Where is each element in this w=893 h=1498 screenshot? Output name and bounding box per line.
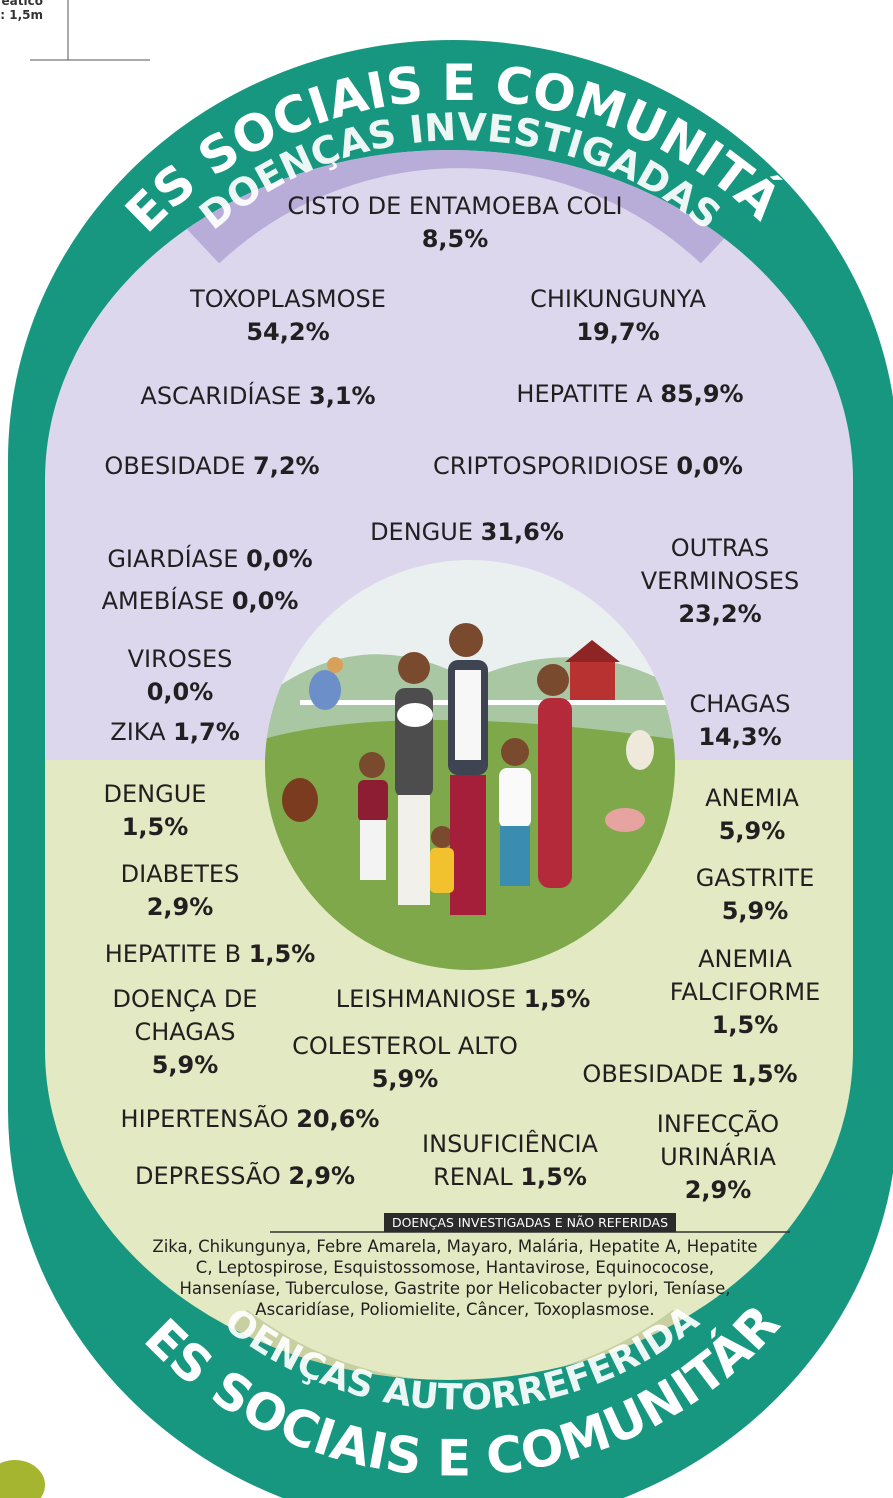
disease-percent: 1,5% [523, 985, 591, 1013]
disease-percent: 31,6% [480, 518, 564, 546]
disease-label: HEPATITE B 1,5% [50, 938, 370, 971]
disease-percent: 85,9% [660, 380, 744, 408]
disease-label: DIABETES 2,9% [70, 858, 290, 924]
disease-percent: 5,9% [718, 817, 786, 845]
disease-label: ANEMIA FALCIFORME 1,5% [635, 943, 855, 1042]
disease-percent: 3,1% [309, 382, 376, 410]
disease-label: ASCARIDÍASE 3,1% [78, 380, 438, 413]
disease-name: HEPATITE B [104, 940, 242, 968]
disease-name: DIABETES [120, 860, 240, 888]
disease-name: AMEBÍASE [101, 587, 225, 615]
disease-percent: 2,9% [146, 893, 214, 921]
disease-percent: 1,5% [248, 940, 316, 968]
list-title: DOENÇAS INVESTIGADAS E NÃO REFERIDAS [270, 1212, 790, 1232]
disease-label: AMEBÍASE 0,0% [50, 585, 350, 618]
disease-name: ZIKA [110, 718, 166, 746]
disease-label: HEPATITE A 85,9% [450, 378, 810, 411]
disease-name: INFECÇÃO URINÁRIA [656, 1110, 780, 1171]
disease-name: CHAGAS [689, 690, 791, 718]
disease-name: HEPATITE A [516, 380, 653, 408]
disease-name: OBESIDADE [582, 1060, 724, 1088]
disease-label: INSUFICIÊNCIA RENAL 1,5% [385, 1128, 635, 1194]
list-title-text: DOENÇAS INVESTIGADAS E NÃO REFERIDAS [383, 1213, 677, 1232]
disease-percent: 2,9% [288, 1162, 355, 1190]
disease-label: DEPRESSÃO 2,9% [85, 1160, 405, 1193]
disease-percent: 5,9% [371, 1065, 439, 1093]
disease-percent: 5,9% [721, 897, 789, 925]
disease-label: DENGUE 31,6% [307, 516, 627, 549]
disease-percent: 14,3% [698, 723, 782, 751]
disease-label: ZIKA 1,7% [75, 716, 275, 749]
corner-note: a: 1,5m [0, 8, 43, 22]
disease-name: DEPRESSÃO [135, 1162, 281, 1190]
disease-percent: 8,5% [421, 225, 489, 253]
disease-name: VIROSES [127, 645, 233, 673]
disease-name: DENGUE [370, 518, 474, 546]
disease-label: VIROSES 0,0% [80, 643, 280, 709]
disease-percent: 23,2% [678, 600, 762, 628]
disease-name: INSUFICIÊNCIA RENAL [422, 1130, 598, 1191]
disease-label: LEISHMANIOSE 1,5% [303, 983, 623, 1016]
disease-percent: 0,0% [231, 587, 299, 615]
disease-name: HIPERTENSÃO [120, 1105, 289, 1133]
disease-name: DENGUE [103, 780, 207, 808]
corner-note: eático [1, 0, 43, 8]
disease-name: GASTRITE [695, 864, 815, 892]
disease-label: GIARDÍASE 0,0% [60, 543, 360, 576]
disease-percent: 1,7% [173, 718, 240, 746]
disease-label: OUTRAS VERMINOSES 23,2% [620, 532, 820, 631]
disease-label: GASTRITE 5,9% [655, 862, 855, 928]
disease-name: ASCARIDÍASE [140, 382, 302, 410]
disease-percent: 1,5% [711, 1011, 779, 1039]
corner-blob [0, 1460, 45, 1498]
disease-label: OBESIDADE 1,5% [530, 1058, 850, 1091]
disease-percent: 0,0% [676, 452, 743, 480]
disease-percent: 2,9% [684, 1176, 752, 1204]
disease-percent: 20,6% [296, 1105, 380, 1133]
disease-label: DOENÇA DE CHAGAS 5,9% [90, 983, 280, 1082]
disease-name: ANEMIA [705, 784, 799, 812]
disease-label: INFECÇÃO URINÁRIA 2,9% [618, 1108, 818, 1207]
disease-percent: 7,2% [253, 452, 320, 480]
disease-name: COLESTEROL ALTO [292, 1032, 518, 1060]
disease-name: GIARDÍASE [107, 545, 239, 573]
disease-label: CHIKUNGUNYA 19,7% [468, 283, 768, 349]
disease-percent: 54,2% [246, 318, 330, 346]
disease-label: DENGUE 1,5% [55, 778, 255, 844]
disease-name: DOENÇA DE CHAGAS [112, 985, 258, 1046]
disease-label: COLESTEROL ALTO 5,9% [290, 1030, 520, 1096]
disease-label: CRIPTOSPORIDIOSE 0,0% [378, 450, 798, 483]
disease-percent: 1,5% [731, 1060, 798, 1088]
disease-label: CHAGAS 14,3% [640, 688, 840, 754]
disease-name: CHIKUNGUNYA [530, 285, 706, 313]
disease-label: HIPERTENSÃO 20,6% [85, 1103, 415, 1136]
disease-name: CRIPTOSPORIDIOSE [433, 452, 669, 480]
disease-name: OBESIDADE [104, 452, 246, 480]
disease-label: ANEMIA 5,9% [652, 782, 852, 848]
list-text: Zika, Chikungunya, Febre Amarela, Mayaro… [152, 1237, 758, 1319]
disease-name: CISTO DE ENTAMOEBA COLI [287, 192, 623, 220]
disease-percent: 5,9% [151, 1051, 219, 1079]
family-illustration [265, 560, 675, 970]
disease-percent: 1,5% [520, 1163, 587, 1191]
disease-name: TOXOPLASMOSE [190, 285, 386, 313]
disease-label: TOXOPLASMOSE 54,2% [138, 283, 438, 349]
disease-percent: 0,0% [146, 678, 214, 706]
disease-percent: 19,7% [576, 318, 660, 346]
disease-name: LEISHMANIOSE [335, 985, 517, 1013]
disease-name: OUTRAS VERMINOSES [640, 534, 800, 595]
disease-label: OBESIDADE 7,2% [52, 450, 372, 483]
disease-percent: 0,0% [246, 545, 313, 573]
disease-percent: 1,5% [121, 813, 189, 841]
disease-label: CISTO DE ENTAMOEBA COLI 8,5% [265, 190, 645, 256]
disease-name: ANEMIA FALCIFORME [669, 945, 821, 1006]
